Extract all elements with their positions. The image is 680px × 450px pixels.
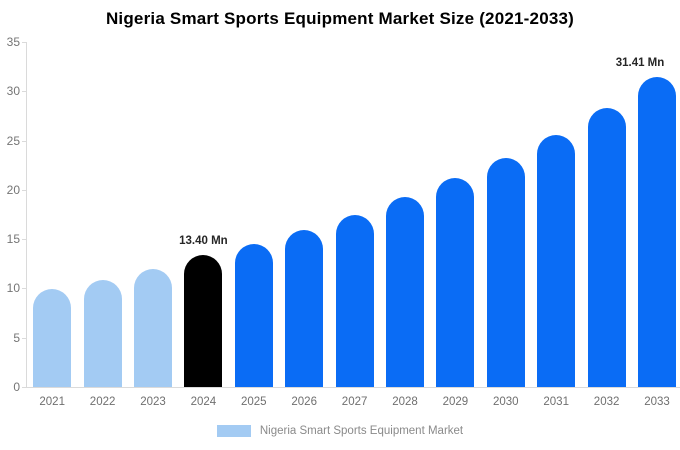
bar-2033[interactable] [638,77,676,387]
x-tick-label-2030: 2030 [493,396,519,408]
data-label-2033: 31.41 Mn [615,57,665,70]
y-tick-label-5: 5 [13,330,20,345]
legend: Nigeria Smart Sports Equipment Market [0,425,680,437]
y-tick-mark-35 [22,42,26,43]
chart-title: Nigeria Smart Sports Equipment Market Si… [105,9,575,28]
data-label-2024: 13.40 Mn [179,234,228,247]
bar-2025[interactable] [234,244,273,387]
bar-2022[interactable] [83,279,122,387]
y-tick-label-30: 30 [6,84,20,99]
x-tick-label-2023: 2023 [140,396,166,408]
y-tick-label-0: 0 [13,380,20,394]
y-tick-mark-15 [22,239,26,241]
x-tick-label-2031: 2031 [543,396,569,408]
x-tick-label-2032: 2032 [593,396,620,408]
x-tick-label-2026: 2026 [291,396,317,408]
y-tick-mark-25 [22,140,26,142]
y-tick-mark-30 [22,91,26,93]
y-tick-label-20: 20 [6,182,20,197]
x-tick-label-2024: 2024 [190,396,217,408]
x-axis-line [26,387,680,388]
x-tick-label-2022: 2022 [89,396,116,408]
y-tick-mark-5 [22,337,26,339]
x-tick-label-2028: 2028 [392,396,418,408]
y-tick-label-15: 15 [6,232,20,247]
bar-2029[interactable] [436,178,475,387]
bar-2030[interactable] [486,158,525,387]
x-tick-label-2027: 2027 [341,396,368,408]
y-tick-label-35: 35 [6,35,20,49]
legend-label[interactable]: Nigeria Smart Sports Equipment Market [259,425,464,437]
bar-2027[interactable] [335,214,374,387]
bar-2024[interactable] [184,254,223,387]
bar-2028[interactable] [386,196,424,387]
bar-2023[interactable] [134,268,172,387]
x-tick-label-2033: 2033 [644,396,670,408]
x-tick-label-2029: 2029 [442,396,469,408]
bar-2026[interactable] [285,230,324,387]
bar-2021[interactable] [33,289,72,387]
x-tick-label-2021: 2021 [39,396,65,408]
y-axis-line [26,42,27,387]
bar-2031[interactable] [537,134,576,387]
y-tick-mark-20 [22,189,26,191]
y-tick-label-25: 25 [6,133,20,148]
bar-2032[interactable] [587,108,626,387]
y-tick-mark-0 [22,387,26,388]
legend-swatch[interactable] [216,425,251,437]
x-tick-label-2025: 2025 [241,396,267,408]
y-tick-mark-10 [22,288,26,290]
y-tick-label-10: 10 [6,281,20,296]
